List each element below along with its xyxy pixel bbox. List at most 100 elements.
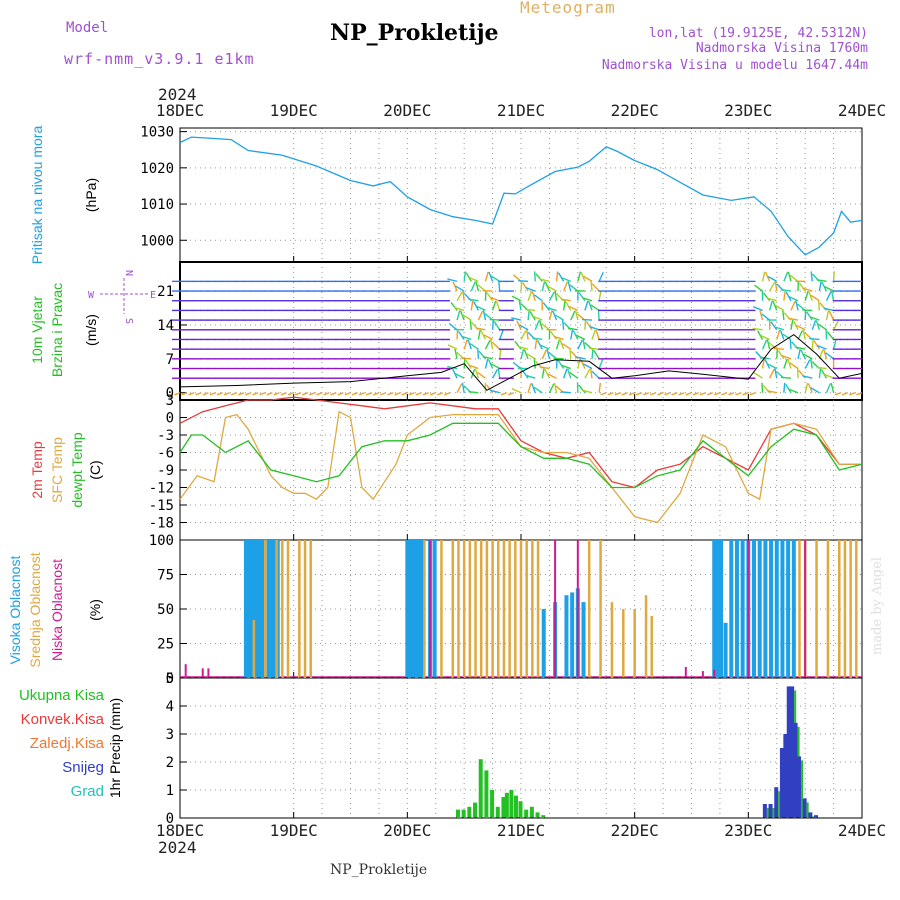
wind-arrow bbox=[294, 392, 302, 396]
compass-w: W bbox=[88, 290, 95, 301]
wind-arrow bbox=[749, 392, 756, 396]
wind-arrow bbox=[447, 278, 458, 283]
wind-arrow bbox=[525, 286, 536, 292]
cloud-bar-0 bbox=[723, 622, 728, 678]
wind-arrow bbox=[491, 319, 494, 330]
wind-arrow bbox=[761, 339, 768, 350]
wind-arrow bbox=[309, 392, 316, 396]
wind-arrow bbox=[323, 392, 330, 396]
pressure-line bbox=[179, 136, 863, 256]
wind-arrow bbox=[562, 281, 569, 292]
wind-arrow bbox=[678, 392, 685, 396]
cloud-ylabel-mid: Srednja Oblacnost bbox=[27, 552, 43, 667]
wind-arrow bbox=[548, 291, 555, 302]
wind-arrow bbox=[810, 387, 820, 394]
wind-arrow bbox=[802, 329, 806, 340]
cloud-bar-0 bbox=[791, 540, 796, 678]
wind-arrow bbox=[567, 281, 572, 292]
wind-arrow bbox=[518, 279, 529, 283]
wind-arrow bbox=[582, 363, 593, 370]
wind-arrow bbox=[252, 392, 259, 396]
cloud-bar-0 bbox=[769, 540, 774, 678]
y-tick-label: 1 bbox=[166, 783, 174, 799]
top-date-label: 21DEC bbox=[497, 101, 545, 120]
bottom-date-label: 22DEC bbox=[611, 821, 659, 840]
wind-arrow bbox=[562, 368, 568, 379]
precip-bar bbox=[786, 686, 791, 818]
cloud-bar-1 bbox=[286, 540, 290, 678]
wind-arrow bbox=[533, 271, 536, 282]
cloud-bar-1 bbox=[451, 540, 455, 678]
y-tick-label: 1010 bbox=[140, 197, 174, 213]
wind-arrow bbox=[516, 320, 522, 331]
wind-arrow bbox=[834, 392, 841, 396]
precip-bar bbox=[779, 748, 784, 818]
cloud-bar-2 bbox=[701, 671, 704, 678]
precip-legend-0: Ukupna Kisa bbox=[19, 687, 105, 704]
precip-bar bbox=[461, 809, 466, 818]
cloud-bar-1 bbox=[497, 540, 500, 678]
precip-bar-overlay bbox=[772, 808, 775, 818]
wind-arrow bbox=[562, 300, 566, 311]
wind-arrow bbox=[394, 392, 401, 396]
y-tick-label: -3 bbox=[157, 428, 174, 444]
wind-arrow bbox=[408, 392, 415, 396]
wind-arrow bbox=[531, 383, 536, 393]
wind-arrow bbox=[477, 329, 481, 340]
model-label: Model bbox=[66, 20, 109, 36]
precip-ylabel: 1hr Precip (mm) bbox=[107, 698, 123, 798]
wind-arrow bbox=[824, 286, 834, 292]
wind-arrow bbox=[477, 284, 486, 292]
wind-arrow bbox=[569, 371, 579, 379]
wind-arrow bbox=[519, 324, 529, 331]
wind-arrow bbox=[570, 310, 576, 321]
wind-arrow bbox=[547, 373, 557, 379]
wind-arrow bbox=[373, 392, 380, 396]
cloud-bar-1 bbox=[474, 540, 477, 678]
wind-arrow bbox=[721, 392, 728, 396]
wind-arrow bbox=[567, 327, 578, 331]
cloud-bar-0 bbox=[757, 540, 762, 678]
wind-arrow bbox=[804, 310, 807, 321]
wind-arrow bbox=[188, 392, 195, 396]
cloud-bar-0 bbox=[734, 540, 739, 678]
wind-arrow bbox=[527, 382, 532, 393]
cloud-bar-0 bbox=[407, 540, 412, 678]
wind-arrow bbox=[773, 347, 784, 350]
precip-bar bbox=[808, 812, 813, 818]
wind-arrow bbox=[484, 339, 491, 350]
precip-bar bbox=[535, 812, 540, 818]
wind-arrow bbox=[527, 310, 530, 321]
wind-arrow bbox=[816, 278, 827, 283]
wind-arrow bbox=[461, 357, 472, 360]
wind-arrow bbox=[780, 376, 792, 379]
cloud-bar-1 bbox=[587, 540, 591, 678]
bottom-year-label: 2024 bbox=[158, 838, 197, 857]
wind-arrow bbox=[787, 271, 792, 282]
y-tick-label: 1000 bbox=[140, 233, 174, 249]
wind-arrow bbox=[508, 392, 515, 396]
wind-ylabel-2: Brzina i Pravac bbox=[49, 283, 65, 377]
cloud-bar-1 bbox=[633, 609, 636, 678]
wind-arrow bbox=[591, 348, 594, 359]
wind-arrow bbox=[477, 310, 484, 321]
precip-legend-1: Konvek.Kisa bbox=[21, 711, 105, 728]
compass-e: E bbox=[150, 290, 156, 301]
wind-arrow bbox=[454, 348, 458, 359]
wind-arrow bbox=[387, 392, 394, 396]
cloud-bar-0 bbox=[740, 540, 745, 678]
wind-arrow bbox=[532, 315, 543, 321]
cloud-bar-1 bbox=[514, 540, 517, 678]
precip-legend-2: Zaledj.Kisa bbox=[30, 735, 105, 752]
location-model-altitude: Nadmorska Visina u modelu 1647.44m bbox=[601, 58, 868, 73]
wind-arrow bbox=[522, 282, 529, 292]
wind-arrow bbox=[230, 392, 238, 396]
wind-arrow bbox=[436, 392, 444, 396]
wind-arrow bbox=[779, 329, 785, 340]
wind-arrow bbox=[482, 310, 487, 321]
wind-arrow bbox=[491, 341, 501, 350]
wind-arrow bbox=[782, 333, 792, 341]
wind-arrow bbox=[469, 319, 472, 330]
pressure-unit-label: (hPa) bbox=[83, 178, 99, 212]
wind-arrow bbox=[514, 340, 522, 350]
